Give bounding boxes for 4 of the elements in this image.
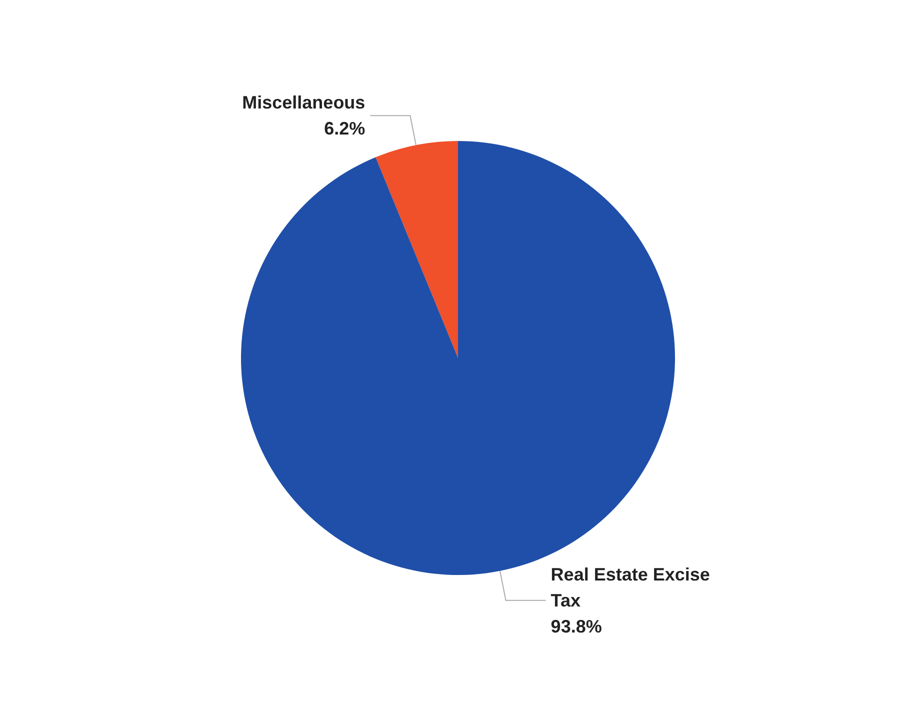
data-label: 93.8%: [550, 616, 602, 636]
slice-label: Real Estate Excise Tax: [550, 564, 715, 610]
data-label: 6.2%: [324, 118, 366, 139]
slice-label: Miscellaneous: [242, 92, 366, 113]
